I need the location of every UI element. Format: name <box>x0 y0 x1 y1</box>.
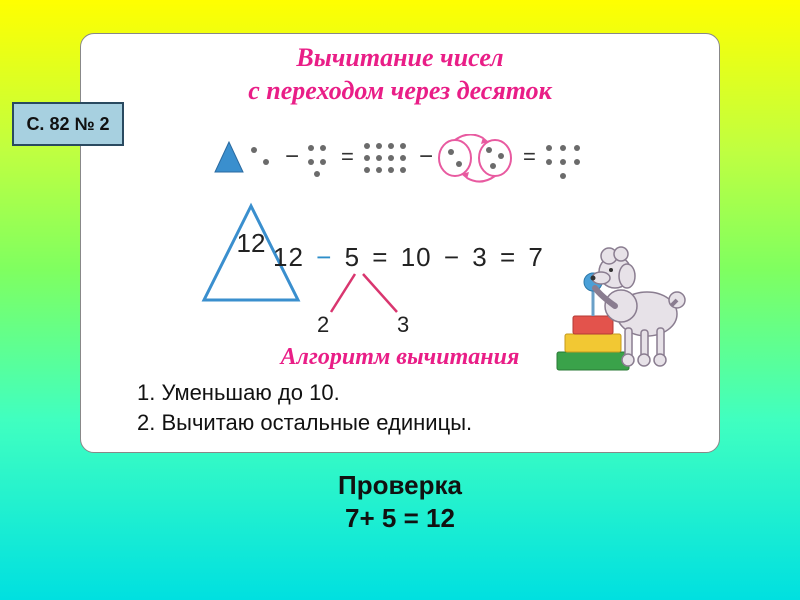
textbook-card: Вычитание чисел с переходом через десято… <box>80 33 720 453</box>
card-title: Вычитание чисел с переходом через десято… <box>81 42 719 107</box>
eq-p6: 3 <box>472 242 487 272</box>
title-line-2: с переходом через десяток <box>81 75 719 108</box>
eq-p3: = <box>372 242 388 272</box>
eq-p0: 12 <box>273 242 304 272</box>
svg-text:−: − <box>285 143 299 170</box>
eq-p1: − <box>316 242 332 272</box>
algo-step-1: 1. Уменьшаю до 10. <box>137 378 472 408</box>
svg-text:=: = <box>523 144 536 169</box>
algo-step-2: 2. Вычитаю остальные единицы. <box>137 408 472 438</box>
verification-equation: 7+ 5 = 12 <box>0 503 800 534</box>
split-left: 2 <box>317 312 329 338</box>
eq-p8: 7 <box>528 242 543 272</box>
eq-p7: = <box>500 242 516 272</box>
title-line-1: Вычитание чисел <box>81 42 719 75</box>
svg-text:−: − <box>419 143 433 170</box>
pictorial-svg: − = − <box>211 134 701 206</box>
pictorial-equation: − = − <box>211 130 701 202</box>
numeric-equation: 12 − 5 = 10 − 3 = 7 <box>271 242 546 273</box>
split-right: 3 <box>397 312 409 338</box>
poodle-illustration <box>549 214 699 374</box>
svg-text:=: = <box>341 144 354 169</box>
algorithm-steps: 1. Уменьшаю до 10. 2. Вычитаю остальные … <box>137 378 472 437</box>
eq-p4: 10 <box>401 242 432 272</box>
verification-label: Проверка <box>0 470 800 501</box>
eq-p2: 5 <box>345 242 360 272</box>
page-reference-badge: С. 82 № 2 <box>12 102 124 146</box>
triangle-value: 12 <box>237 228 266 258</box>
verification-block: Проверка 7+ 5 = 12 <box>0 470 800 534</box>
split-lines <box>319 270 429 330</box>
badge-text: С. 82 № 2 <box>26 114 109 135</box>
eq-p5: − <box>444 242 460 272</box>
